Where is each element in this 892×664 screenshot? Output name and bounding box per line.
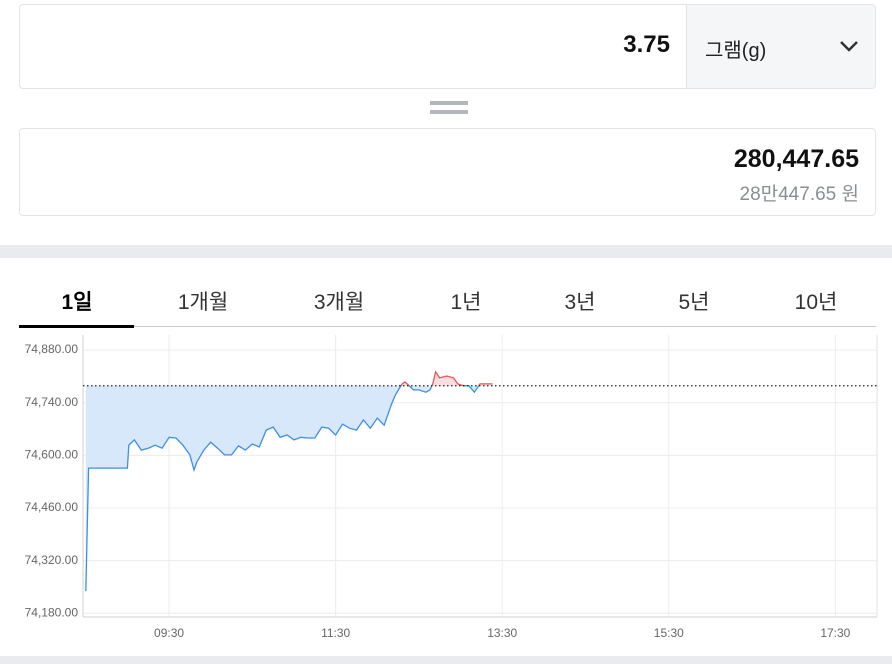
amount-input[interactable]: 3.75: [623, 31, 670, 58]
x-tick-label: 11:30: [321, 626, 350, 640]
price-chart: 74,180.00 74,320.00 74,460.00 74,600.00 74,7…: [25, 335, 878, 640]
y-tick-label: 74,460.00: [25, 500, 79, 514]
equals-icon: [430, 110, 468, 114]
y-tick-label: 74,740.00: [25, 395, 79, 409]
chevron-icon: [840, 41, 858, 52]
unit-dropdown[interactable]: 그램(g): [686, 5, 875, 88]
active-tab-indicator: [19, 325, 134, 328]
amount-input-card: 3.75 그램(g): [19, 4, 876, 89]
period-tab[interactable]: 3개월: [313, 291, 365, 314]
price-line: [85, 370, 493, 592]
result-korean: 28만447.65 원: [739, 184, 860, 205]
x-tick-label: 15:30: [654, 626, 684, 640]
y-tick-label: 74,880.00: [25, 342, 79, 356]
period-tab[interactable]: 1일: [61, 291, 93, 314]
result-card: 280,447.65 28만447.65 원: [19, 128, 876, 216]
x-tick-label: 17:30: [820, 626, 850, 640]
equals-icon: [430, 101, 468, 105]
period-tab[interactable]: 1년: [450, 291, 482, 314]
period-tabs: 1일 1개월 3개월 1년 3년 5년 10년: [19, 270, 876, 328]
unit-label: 그램(g): [705, 40, 767, 62]
section-divider: [0, 656, 892, 664]
x-tick-label: 13:30: [487, 626, 517, 640]
period-tab[interactable]: 5년: [678, 291, 710, 314]
area-fill: [85, 371, 493, 592]
y-tick-label: 74,600.00: [25, 447, 79, 461]
y-tick-label: 74,180.00: [25, 605, 79, 619]
result-value: 280,447.65: [733, 145, 859, 173]
period-tab[interactable]: 3년: [564, 291, 596, 314]
y-tick-label: 74,320.00: [25, 553, 79, 567]
section-divider: [0, 245, 892, 258]
period-tab[interactable]: 10년: [794, 291, 838, 314]
x-tick-label: 09:30: [154, 626, 184, 640]
period-tab[interactable]: 1개월: [177, 291, 229, 314]
